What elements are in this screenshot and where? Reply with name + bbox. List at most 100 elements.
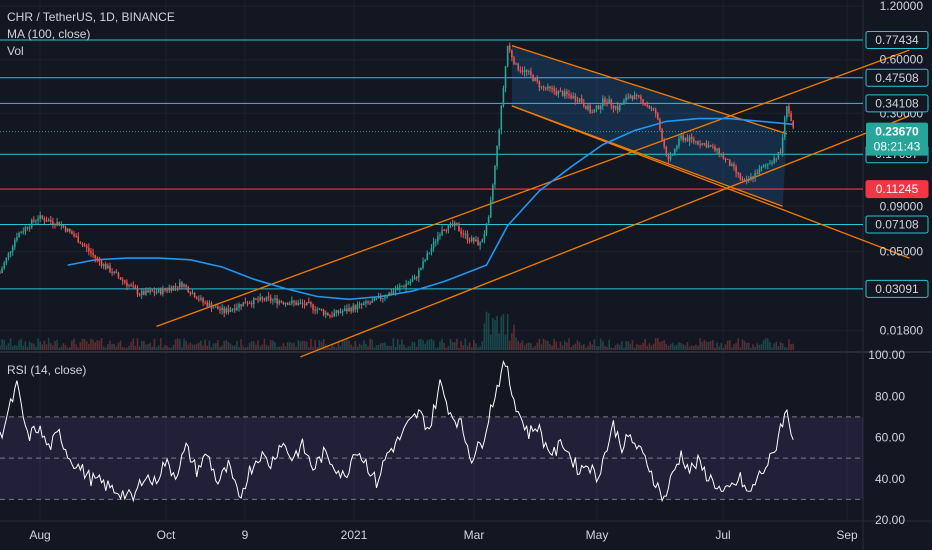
volume-bar — [286, 342, 289, 350]
countdown-label: 08:21:43 — [874, 140, 921, 154]
volume-bar — [73, 338, 75, 350]
candle-body — [37, 218, 39, 221]
candle-body — [198, 299, 200, 301]
candle-body — [104, 264, 107, 269]
candle-body — [16, 237, 18, 241]
price-axis[interactable]: 1.200000.600000.300000.090000.050000.018… — [868, 0, 923, 527]
candle-body — [233, 308, 236, 311]
time-tick-label: Mar — [464, 528, 485, 542]
price-tag-box — [865, 279, 929, 298]
volume-bar — [502, 313, 505, 350]
volume-bar — [236, 340, 238, 350]
price-tag-box — [865, 215, 929, 234]
symbol-title[interactable]: CHR / TetherUS, 1D, BINANCE — [7, 10, 175, 24]
candle-body — [41, 215, 44, 219]
candle-body — [276, 298, 278, 304]
volume-bar — [625, 341, 627, 350]
volume-bar — [726, 340, 729, 350]
volume-bar — [589, 341, 591, 350]
volume-bar — [665, 343, 668, 350]
trend-line — [156, 49, 910, 328]
candle-body — [52, 221, 54, 225]
candle-body — [716, 148, 718, 151]
volume-bar — [276, 346, 278, 350]
candle-body — [5, 257, 8, 263]
volume-bar — [555, 341, 558, 350]
volume-bar — [71, 340, 73, 350]
candle-body — [119, 277, 122, 280]
volume-bar — [121, 346, 124, 350]
candle-body — [477, 239, 479, 246]
candle-body — [483, 233, 486, 240]
volume-bar — [248, 343, 251, 350]
candle-body — [695, 141, 697, 143]
candle-body — [570, 95, 572, 99]
volume-bar — [695, 344, 697, 350]
candle-body — [136, 288, 139, 295]
candle-body — [511, 50, 513, 58]
candle-body — [200, 297, 202, 300]
volume-bar — [229, 343, 232, 350]
candle-body — [629, 95, 632, 99]
volume-bar — [443, 342, 445, 350]
volume-bar — [688, 346, 691, 350]
volume-bar — [566, 342, 568, 350]
candle-body — [81, 243, 84, 245]
candle-body — [612, 105, 615, 109]
candle-body — [123, 280, 126, 283]
candle-body — [547, 86, 549, 89]
candle-body — [3, 262, 6, 269]
price-tag-label: 0.47508 — [875, 71, 919, 85]
candle-body — [189, 292, 192, 294]
candle-body — [140, 290, 143, 296]
volume-bar — [200, 340, 202, 350]
volume-bar — [511, 333, 513, 350]
volume-bar — [136, 338, 139, 350]
volume-bar — [54, 341, 56, 350]
candle-body — [430, 247, 433, 253]
candle-body — [534, 78, 536, 81]
candle-body — [18, 232, 20, 238]
volume-bar — [401, 339, 403, 350]
volume-bar — [225, 340, 228, 350]
candle-body — [500, 105, 503, 131]
candle-body — [90, 251, 92, 254]
time-tick-label: Oct — [157, 528, 176, 542]
candle-body — [79, 242, 82, 244]
candle-body — [282, 302, 285, 304]
candles — [0, 42, 794, 319]
price-tag-box — [865, 68, 929, 87]
candle-body — [504, 66, 507, 88]
volume-bar — [593, 339, 596, 350]
candle-body — [731, 163, 733, 166]
candle-body — [162, 288, 164, 294]
volume-bar — [411, 341, 414, 350]
candle-body — [168, 287, 171, 291]
volume-bar — [212, 343, 215, 350]
volume-bar — [371, 339, 374, 350]
candle-body — [684, 138, 687, 141]
volume-bar — [170, 347, 173, 350]
trend-lines[interactable] — [156, 45, 910, 358]
volume-indicator-label[interactable]: Vol — [7, 44, 24, 58]
volume-bar — [568, 338, 570, 350]
volume-bar — [621, 341, 623, 350]
volume-bar — [437, 347, 439, 350]
volume-bar — [413, 341, 416, 350]
time-tick-label: May — [586, 528, 609, 542]
time-tick-label: 9 — [242, 528, 249, 542]
ma-indicator-label[interactable]: MA (100, close) — [7, 27, 91, 41]
candle-body — [709, 145, 712, 147]
candle-body — [20, 232, 22, 234]
time-axis[interactable]: Aug Oct 9 2021 Mar May Jul Sep — [29, 528, 858, 542]
candle-body — [54, 224, 56, 226]
volume-bar — [39, 341, 41, 350]
candle-body — [591, 112, 594, 114]
volume-bar — [79, 341, 82, 350]
volume-bar — [238, 347, 240, 350]
candle-body — [745, 179, 748, 182]
volume-bar — [678, 342, 680, 350]
rsi-indicator-label[interactable]: RSI (14, close) — [7, 363, 87, 377]
candle-body — [335, 310, 338, 313]
